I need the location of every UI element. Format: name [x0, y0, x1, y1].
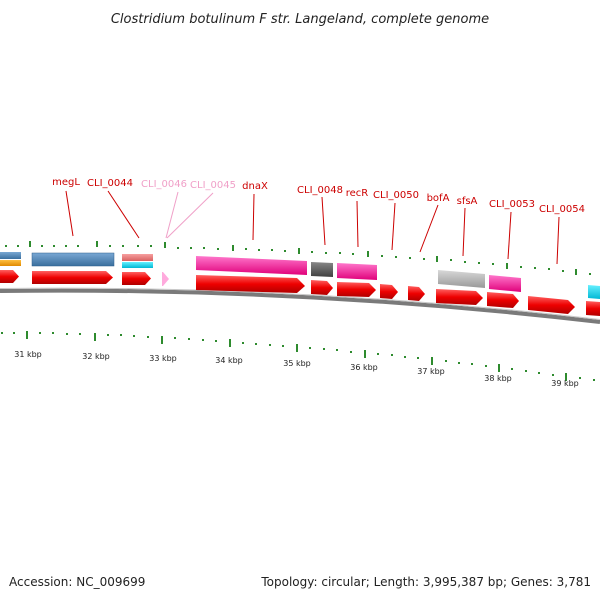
leader-CLI_0054	[556, 216, 560, 265]
cds-track	[0, 270, 600, 316]
cds-arrow	[122, 272, 151, 285]
genome-backbone	[0, 288, 600, 324]
feature-bar	[337, 263, 377, 280]
leader-CLI_0044	[107, 190, 140, 239]
kbp-label: 38 kbp	[484, 374, 512, 383]
gene-labels: megL CLI_0044 CLI_0046 CLI_0045 dnaX CLI…	[52, 177, 585, 215]
feature-bar	[0, 260, 21, 266]
leader-dnaX	[252, 193, 255, 241]
lower-tick-row	[1, 331, 595, 381]
gene-label-megL: megL	[52, 177, 80, 188]
cds-arrow	[311, 280, 333, 295]
gene-label-CLI_0054: CLI_0054	[539, 204, 585, 215]
cds-arrow	[32, 271, 113, 284]
leader-bofA	[419, 204, 439, 253]
cds-arrow	[380, 284, 398, 299]
feature-bar	[311, 262, 333, 277]
kbp-label: 39 kbp	[551, 379, 579, 388]
cds-arrow	[586, 301, 600, 316]
cds-arrow	[337, 282, 376, 297]
genome-backbone-highlight	[0, 287, 600, 320]
genome-summary: Topology: circular; Length: 3,995,387 bp…	[260, 575, 591, 589]
leader-recR	[356, 200, 359, 248]
kbp-label: 35 kbp	[283, 359, 311, 368]
feature-bar	[122, 254, 153, 261]
cds-arrow	[408, 286, 425, 301]
feature-bar	[31, 252, 115, 267]
leader-megL	[65, 190, 74, 237]
leader-sfsA	[462, 207, 466, 257]
map-title: Clostridium botulinum F str. Langeland, …	[111, 12, 489, 27]
leader-CLI_0046	[165, 191, 179, 239]
accession-label: Accession: NC_009699	[9, 575, 145, 589]
kbp-label: 37 kbp	[417, 367, 445, 376]
kbp-label: 34 kbp	[215, 356, 243, 365]
label-leaders	[65, 190, 560, 265]
upper-tick-row	[5, 241, 591, 275]
gene-label-CLI_0044: CLI_0044	[87, 178, 133, 189]
cds-arrow	[528, 296, 575, 314]
gene-label-CLI_0045: CLI_0045	[190, 180, 236, 191]
feature-bar	[489, 275, 521, 292]
feature-bar	[588, 285, 600, 299]
feature-bar	[196, 256, 307, 275]
kbp-label: 33 kbp	[149, 354, 177, 363]
gene-label-CLI_0050: CLI_0050	[373, 190, 419, 201]
gene-label-dnaX: dnaX	[242, 181, 268, 192]
cds-arrow	[196, 275, 305, 293]
gene-label-CLI_0046: CLI_0046	[141, 179, 187, 190]
cds-arrow	[487, 292, 519, 308]
leader-CLI_0045	[166, 192, 214, 239]
leader-CLI_0053	[507, 211, 512, 260]
kbp-label: 31 kbp	[14, 350, 42, 359]
gene-label-CLI_0048: CLI_0048	[297, 185, 343, 196]
gene-label-CLI_0053: CLI_0053	[489, 199, 535, 210]
gene-label-recR: recR	[346, 188, 369, 199]
feature-bar	[122, 262, 153, 268]
feature-bar	[0, 252, 21, 259]
feature-bars	[0, 252, 600, 299]
leader-CLI_0050	[391, 202, 396, 251]
leader-CLI_0048	[321, 196, 326, 246]
feature-bar	[438, 270, 485, 288]
gene-label-sfsA: sfsA	[457, 196, 478, 207]
cds-arrow	[162, 272, 169, 286]
cds-arrow	[436, 289, 483, 305]
kbp-scale: 31 kbp 32 kbp 33 kbp 34 kbp 35 kbp 36 kb…	[14, 350, 579, 388]
cds-arrow	[0, 270, 19, 283]
kbp-label: 32 kbp	[82, 352, 110, 361]
gene-label-bofA: bofA	[427, 193, 450, 204]
kbp-label: 36 kbp	[350, 363, 378, 372]
